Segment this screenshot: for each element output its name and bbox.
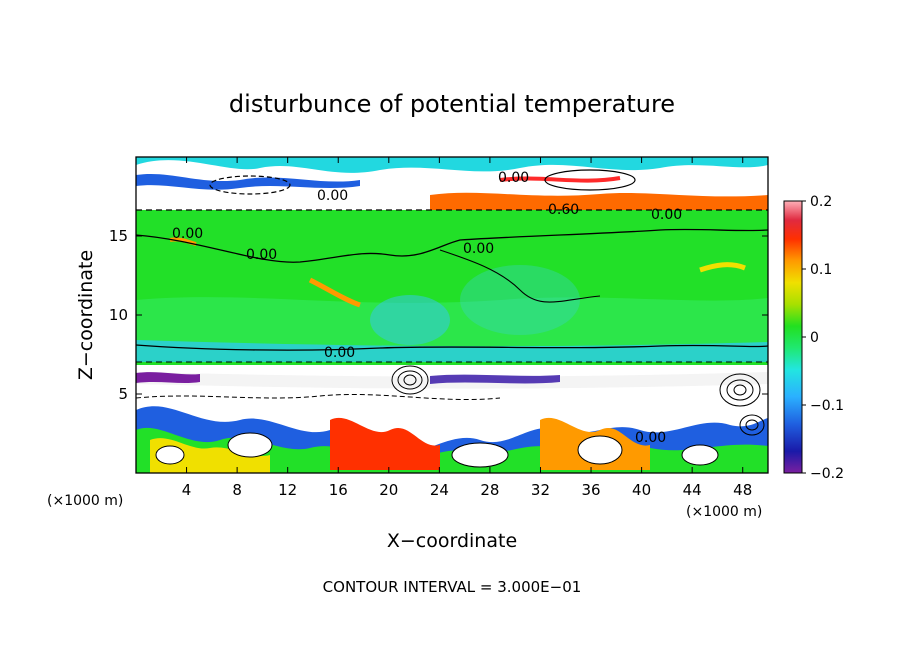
x-tick-label: 4 [182, 481, 192, 499]
x-tick-label: 8 [232, 481, 242, 499]
colorbar-ticks: 0.2 0.1 0 −0.1 −0.2 [802, 194, 844, 482]
x-tick-label: 28 [480, 481, 499, 499]
upper-blue-streak [136, 173, 360, 190]
contour-label: 0.00 [317, 188, 348, 204]
y-unit-label: (×1000 m) [47, 493, 123, 509]
x-tick-label: 44 [683, 481, 702, 499]
x-ticks: 4 8 12 16 20 24 28 32 36 40 44 48 [182, 157, 752, 499]
contour-label: 0.00 [463, 241, 494, 257]
upper-orange-streak [430, 192, 768, 210]
x-tick-label: 36 [581, 481, 600, 499]
y-ticks: 5 10 15 [109, 227, 768, 403]
contour-label: 0.00 [246, 247, 277, 263]
colorbar-tick-label: 0.1 [810, 262, 832, 278]
y-tick-label: 10 [109, 306, 128, 324]
contour-label: 0.00 [651, 207, 682, 223]
contour-interval-note: CONTOUR INTERVAL = 3.000E−01 [323, 578, 582, 596]
colorbar-tick-label: 0 [810, 330, 819, 346]
colorbar-tick-label: −0.1 [810, 398, 844, 414]
x-tick-label: 48 [733, 481, 752, 499]
y-tick-label: 5 [118, 385, 128, 403]
colorbar [783, 200, 803, 474]
contour-label: 0.00 [498, 170, 529, 186]
vortex-cluster [391, 365, 765, 436]
contour-label: 0.00 [324, 345, 355, 361]
plot-area [136, 157, 768, 473]
chart-title: disturbunce of potential temperature [229, 90, 675, 118]
x-tick-label: 20 [379, 481, 398, 499]
contour-labels: 0.00 0.00 0.00 0.00 0.00 0.00 0.00 0.00 … [172, 170, 682, 446]
x-tick-label: 32 [531, 481, 550, 499]
x-unit-label: (×1000 m) [686, 504, 762, 520]
colorbar-tick-label: −0.2 [810, 466, 844, 482]
contour-label: 0.00 [635, 430, 666, 446]
x-axis-label: X−coordinate [387, 530, 517, 552]
upper-cyan-band [136, 157, 768, 173]
x-tick-label: 24 [430, 481, 449, 499]
colorbar-tick-label: 0.2 [810, 194, 832, 210]
x-tick-label: 16 [329, 481, 348, 499]
x-tick-label: 40 [632, 481, 651, 499]
y-tick-label: 15 [109, 227, 128, 245]
x-tick-label: 12 [278, 481, 297, 499]
y-axis-label: Z−coordinate [75, 250, 97, 380]
contour-label: 0.00 [172, 226, 203, 242]
contour-label: 0.60 [548, 202, 579, 218]
